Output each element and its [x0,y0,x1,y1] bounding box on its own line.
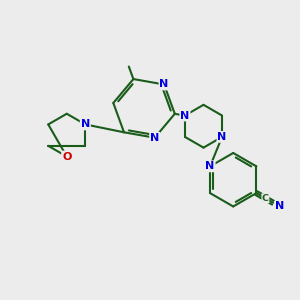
Text: C: C [262,194,269,203]
Text: N: N [180,110,190,121]
Text: N: N [218,132,227,142]
Text: N: N [81,119,90,129]
Text: N: N [206,161,215,171]
Text: O: O [62,152,71,161]
Text: N: N [160,80,169,89]
Text: N: N [275,202,284,212]
Text: N: N [150,133,159,143]
